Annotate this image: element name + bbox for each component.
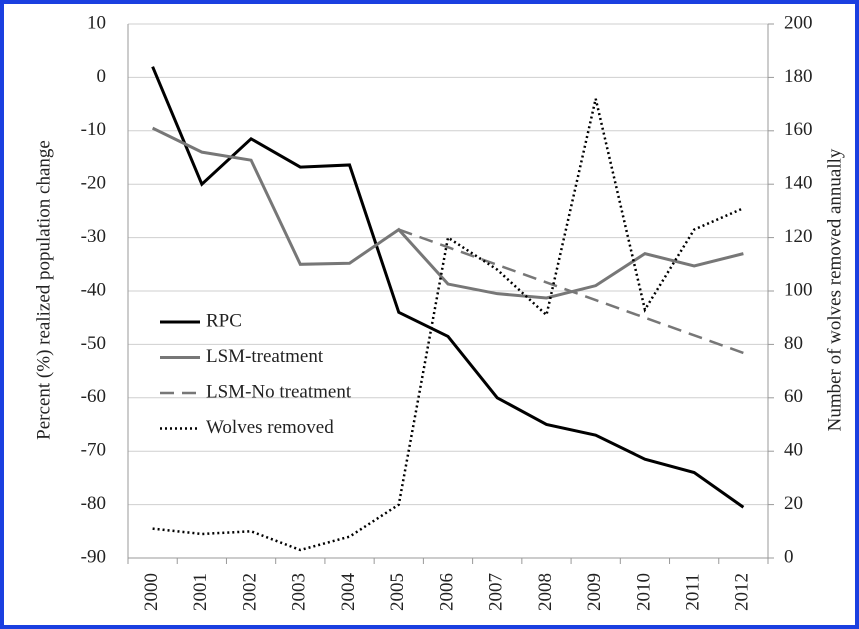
y-tick-label: -90 <box>81 546 106 567</box>
y2-tick-label: 80 <box>784 333 803 354</box>
y-tick-label: -50 <box>81 333 106 354</box>
y-tick-label: -30 <box>81 226 106 247</box>
y2-tick-label: 100 <box>784 279 813 300</box>
y2-label: Number of wolves removed annually <box>824 148 845 431</box>
x-tick-label: 2005 <box>387 573 408 611</box>
y-label: Percent (%) realized population change <box>33 140 54 440</box>
series-line <box>151 66 745 509</box>
y2-tick-label: 120 <box>784 226 813 247</box>
x-tick-label: 2004 <box>338 573 359 612</box>
x-tick-label: 2012 <box>732 573 753 611</box>
x-tick-label: 2000 <box>141 573 162 611</box>
legend-label: Wolves removed <box>206 417 334 438</box>
x-tick-label: 2010 <box>633 573 654 611</box>
series-line <box>152 98 744 552</box>
legend-label: LSM-treatment <box>206 346 324 367</box>
y2-tick-label: 40 <box>784 440 803 461</box>
legend-label: RPC <box>206 310 242 331</box>
x-tick-label: 2007 <box>486 573 507 611</box>
x-tick-label: 2009 <box>584 573 605 611</box>
y-tick-label: -60 <box>81 386 106 407</box>
x-tick-label: 2011 <box>683 573 704 610</box>
y2-tick-label: 0 <box>784 546 794 567</box>
legend-label: LSM-No treatment <box>206 381 352 402</box>
x-tick-label: 2001 <box>190 573 211 611</box>
x-tick-label: 2006 <box>436 573 457 611</box>
y2-tick-label: 180 <box>784 66 813 87</box>
y-tick-label: 10 <box>87 12 106 33</box>
y2-tick-label: 20 <box>784 493 803 514</box>
x-tick-label: 2008 <box>535 573 556 611</box>
x-tick-label: 2003 <box>289 573 310 611</box>
y2-tick-label: 160 <box>784 119 813 140</box>
y-tick-label: -40 <box>81 279 106 300</box>
y-tick-label: -70 <box>81 440 106 461</box>
series-line <box>151 126 744 300</box>
x-tick-label: 2002 <box>239 573 260 611</box>
y2-tick-label: 60 <box>784 386 803 407</box>
y-tick-label: -10 <box>81 119 106 140</box>
y-tick-label: -80 <box>81 493 106 514</box>
y2-tick-label: 140 <box>784 173 813 194</box>
series-line <box>398 228 744 355</box>
y-tick-label: 0 <box>97 66 107 87</box>
y2-tick-label: 200 <box>784 12 813 33</box>
y-tick-label: -20 <box>81 173 106 194</box>
